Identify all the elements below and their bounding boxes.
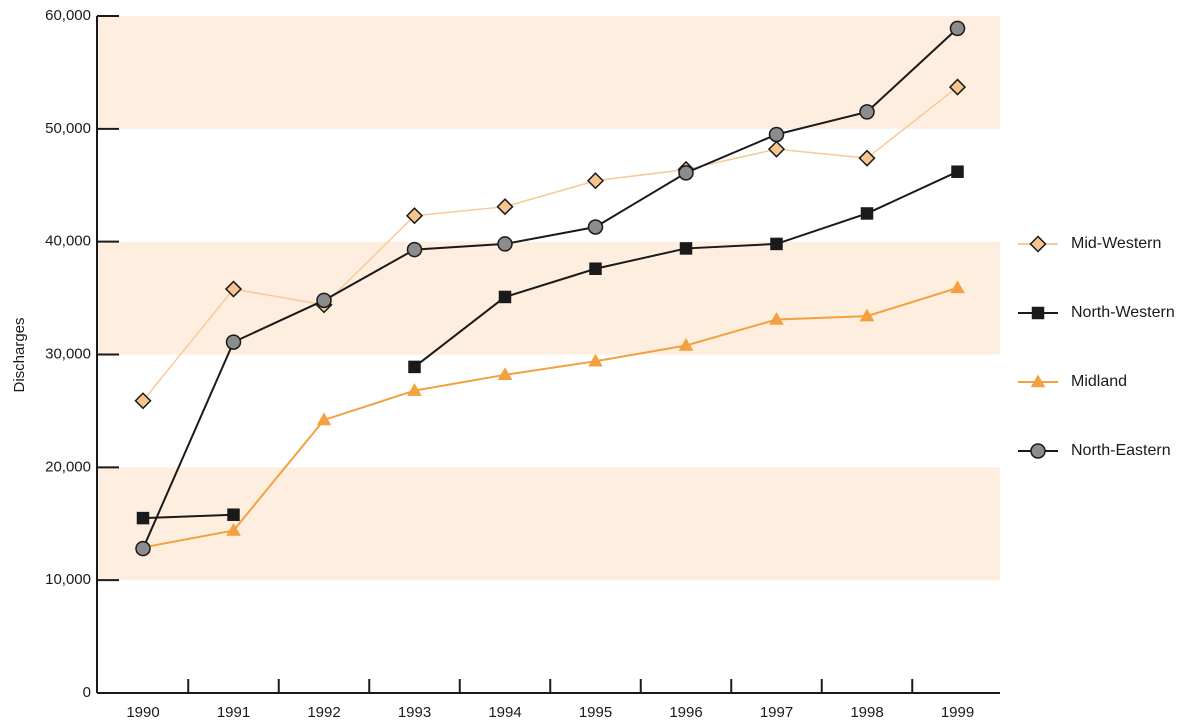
- series-layer: [134, 20, 967, 557]
- x-tick-label: 1997: [760, 704, 793, 721]
- north-eastern-point: [587, 219, 604, 235]
- legend-label: Mid-Western: [1071, 235, 1161, 252]
- north-western-point: [227, 508, 240, 521]
- north-western-point: [951, 165, 964, 178]
- legend-midland-point: [1030, 374, 1046, 388]
- midland-point: [226, 523, 241, 536]
- legend-item-mid-western: Mid-Western: [1018, 235, 1161, 253]
- x-tick-label: 1995: [579, 704, 612, 721]
- midland-point: [950, 280, 965, 294]
- north-eastern-point: [678, 165, 694, 181]
- mid-western-point: [496, 198, 514, 216]
- series-north-eastern: [135, 20, 966, 557]
- legend-label: North-Eastern: [1071, 442, 1171, 459]
- axes: 0 10,000 20,000 30,000 40,000 50,000 60,000 199…: [45, 7, 1000, 721]
- y-tick-label: 50,000: [45, 120, 91, 137]
- mid-western-point: [224, 280, 243, 298]
- midland-point: [588, 353, 603, 367]
- north-western-point: [860, 207, 874, 220]
- background-band: [97, 16, 1000, 129]
- y-tick-label: 0: [83, 684, 91, 701]
- y-tick-label: 40,000: [45, 233, 91, 250]
- x-tick-label: 1991: [217, 704, 250, 721]
- y-tick-label: 30,000: [45, 345, 91, 362]
- y-tick-label: 20,000: [45, 458, 91, 475]
- legend-item-midland: Midland: [1018, 373, 1127, 390]
- x-tick-label: 1996: [669, 704, 702, 721]
- legend-north-eastern-point: [1030, 443, 1046, 459]
- legend-mid-western-point: [1029, 235, 1047, 253]
- series-midland: [135, 280, 965, 553]
- x-tick-label: 1994: [488, 704, 521, 721]
- midland-line: [142, 286, 958, 549]
- north-eastern-line: [142, 27, 959, 549]
- midland-point: [407, 383, 422, 396]
- mid-western-line: [142, 86, 958, 402]
- mid-western-point: [134, 392, 152, 410]
- midland-point: [769, 312, 784, 325]
- north-eastern-point: [406, 241, 423, 258]
- y-tick-label: 60,000: [45, 7, 91, 24]
- north-eastern-point: [225, 334, 242, 350]
- x-tick-label: 1992: [307, 704, 340, 721]
- midland-point: [859, 308, 875, 322]
- north-eastern-point: [949, 20, 966, 37]
- north-eastern-point: [135, 540, 151, 557]
- midland-point: [316, 412, 332, 426]
- legend-label: Midland: [1071, 373, 1127, 390]
- x-tick-label: 1993: [398, 704, 431, 721]
- north-western-point: [498, 290, 512, 304]
- y-tick-label: 10,000: [45, 571, 91, 588]
- mid-western-point: [948, 78, 967, 96]
- mid-western-point: [586, 172, 605, 190]
- mid-western-point: [405, 207, 424, 225]
- north-western-point: [770, 237, 783, 251]
- north-western-point: [679, 242, 693, 255]
- legend-item-north-western: North-Western: [1018, 304, 1175, 321]
- x-tick-label: 1998: [850, 704, 883, 721]
- north-western-line: [142, 513, 234, 520]
- mid-western-point: [858, 149, 876, 167]
- y-axis-title: Discharges: [11, 317, 28, 392]
- legend: Mid-Western North-Western Midland North-Eas…: [1018, 235, 1175, 459]
- x-tick-label: 1999: [941, 704, 974, 721]
- north-eastern-point: [497, 236, 513, 252]
- mid-western-point: [767, 140, 786, 158]
- legend-north-western-point: [1031, 306, 1045, 320]
- north-eastern-point: [316, 292, 332, 309]
- background-bands: [97, 16, 1000, 581]
- north-western-point: [589, 262, 602, 275]
- north-eastern-point: [768, 126, 785, 143]
- north-western-point: [408, 360, 421, 374]
- legend-item-north-eastern: North-Eastern: [1018, 442, 1171, 459]
- north-western-point: [136, 511, 150, 525]
- north-eastern-point: [859, 104, 875, 120]
- midland-point: [497, 367, 513, 381]
- midland-point: [678, 337, 694, 351]
- background-band: [97, 467, 1000, 581]
- x-tick-label: 1990: [126, 704, 159, 721]
- series-north-western: [136, 165, 964, 525]
- legend-label: North-Western: [1071, 304, 1175, 321]
